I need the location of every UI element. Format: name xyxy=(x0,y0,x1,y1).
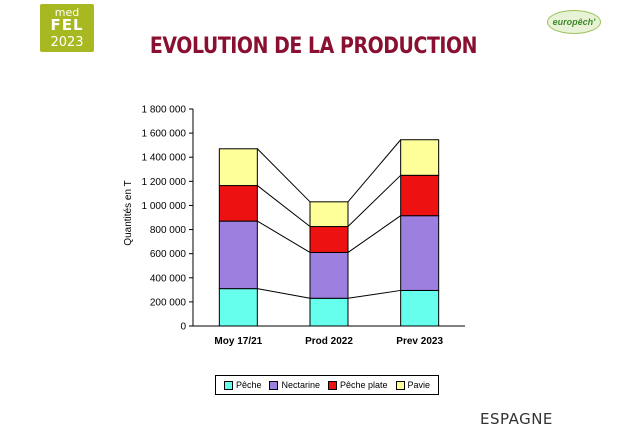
bar-segment xyxy=(309,226,349,253)
legend-label: Nectarine xyxy=(281,380,321,390)
y-tick-label: 800 000 xyxy=(150,225,187,236)
y-tick-label: 1 400 000 xyxy=(142,153,187,164)
y-tick-label: 1 600 000 xyxy=(142,129,187,140)
series-connector xyxy=(347,139,402,203)
series-connector xyxy=(257,288,311,299)
bar-segment xyxy=(400,289,440,327)
series-connector xyxy=(256,148,311,203)
legend-label: Pêche xyxy=(235,380,262,390)
legend-swatch xyxy=(395,380,405,390)
bar-segment xyxy=(218,185,258,222)
x-axis-labels: Moy 17/21 Prod 2022 Prev 2023 xyxy=(214,336,443,347)
bar-segment xyxy=(309,201,349,228)
y-tick-label: 400 000 xyxy=(150,273,187,284)
legend-swatch xyxy=(223,380,233,390)
logo-line-1: med xyxy=(54,6,80,19)
x-category-label: Prod 2022 xyxy=(305,336,353,347)
y-tick-label: 1 800 000 xyxy=(142,105,187,116)
legend-item: Nectarine xyxy=(269,380,320,390)
y-tick-label: 0 xyxy=(180,322,186,333)
series-connector xyxy=(257,185,311,227)
bar-segment xyxy=(400,139,440,176)
series-connector xyxy=(347,174,402,227)
x-category-label: Moy 17/21 xyxy=(214,336,262,347)
logo-line-2: FEL xyxy=(50,16,84,34)
europech-logo: europêch' xyxy=(547,10,601,34)
bar-segment xyxy=(309,297,349,327)
country-label: ESPAGNE xyxy=(480,410,553,428)
bar-segment xyxy=(400,215,440,291)
logo-line-3: 2023 xyxy=(50,35,84,50)
medfel-logo: med FEL 2023 xyxy=(40,4,94,52)
bar-segment xyxy=(218,288,258,327)
legend-label: Pavie xyxy=(407,380,431,390)
series-connector xyxy=(257,220,311,253)
bar-segment xyxy=(400,174,440,217)
y-tick-label: 1 000 000 xyxy=(142,201,187,212)
series-connector xyxy=(347,215,401,253)
connector-lines xyxy=(256,139,402,299)
x-category-label: Prev 2023 xyxy=(396,336,443,347)
y-axis: 0 200 000 400 000 600 000 800 000 1 000 000 1 … xyxy=(142,105,465,333)
y-axis-label: Quantités en T xyxy=(123,180,134,245)
bar-segment xyxy=(218,148,258,187)
bars xyxy=(218,139,440,327)
legend-item: Pêche xyxy=(223,380,262,390)
legend-swatch xyxy=(269,380,279,390)
series-connector xyxy=(347,289,401,299)
legend-item: Pavie xyxy=(395,380,431,390)
y-tick-label: 1 200 000 xyxy=(142,177,187,188)
legend-item: Pêche plate xyxy=(327,380,388,390)
bar-segment xyxy=(309,251,349,299)
y-tick-label: 600 000 xyxy=(150,249,187,260)
legend-label: Pêche plate xyxy=(339,380,388,390)
page-title: EVOLUTION DE LA PRODUCTION xyxy=(149,34,478,59)
y-tick-label: 200 000 xyxy=(150,297,187,308)
chart-legend: Pêche Nectarine Pêche plate Pavie xyxy=(215,375,439,395)
bar-segment xyxy=(218,220,258,290)
legend-swatch xyxy=(327,380,337,390)
